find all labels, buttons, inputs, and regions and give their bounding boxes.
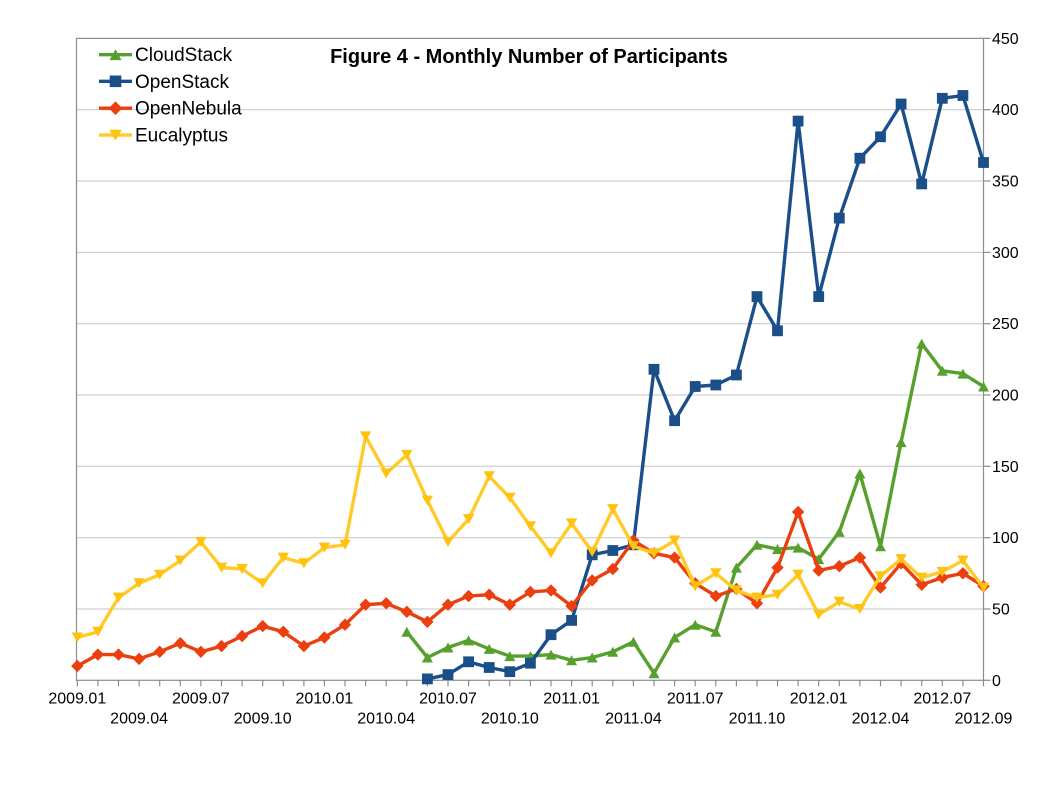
svg-text:2011.07: 2011.07 xyxy=(667,691,724,708)
svg-text:Eucalyptus: Eucalyptus xyxy=(135,126,228,147)
svg-text:350: 350 xyxy=(992,174,1019,191)
svg-text:2011.04: 2011.04 xyxy=(605,711,662,728)
svg-text:250: 250 xyxy=(992,316,1019,333)
svg-text:2010.01: 2010.01 xyxy=(295,691,353,708)
svg-text:2011.10: 2011.10 xyxy=(729,711,786,728)
svg-text:2010.10: 2010.10 xyxy=(481,711,539,728)
svg-text:2011.01: 2011.01 xyxy=(543,691,600,708)
svg-text:2009.01: 2009.01 xyxy=(48,691,106,708)
svg-text:2009.10: 2009.10 xyxy=(234,711,292,728)
svg-text:200: 200 xyxy=(992,388,1019,405)
svg-text:150: 150 xyxy=(992,459,1019,476)
svg-text:CloudStack: CloudStack xyxy=(135,45,233,66)
svg-text:2010.07: 2010.07 xyxy=(419,691,477,708)
svg-text:OpenNebula: OpenNebula xyxy=(135,99,242,120)
svg-text:400: 400 xyxy=(992,102,1019,119)
svg-text:300: 300 xyxy=(992,245,1019,262)
svg-text:2012.04: 2012.04 xyxy=(852,711,910,728)
svg-text:2009.07: 2009.07 xyxy=(172,691,230,708)
svg-text:2010.04: 2010.04 xyxy=(357,711,415,728)
svg-text:2012.07: 2012.07 xyxy=(913,691,971,708)
svg-text:2012.09: 2012.09 xyxy=(955,711,1013,728)
svg-text:100: 100 xyxy=(992,530,1019,547)
svg-text:450: 450 xyxy=(992,31,1019,48)
svg-text:2009.04: 2009.04 xyxy=(110,711,168,728)
svg-text:50: 50 xyxy=(992,602,1010,619)
svg-text:OpenStack: OpenStack xyxy=(135,72,229,93)
svg-text:2012.01: 2012.01 xyxy=(790,691,848,708)
svg-text:Figure 4 - Monthly Number of P: Figure 4 - Monthly Number of Participant… xyxy=(330,46,728,68)
svg-text:0: 0 xyxy=(992,673,1001,690)
